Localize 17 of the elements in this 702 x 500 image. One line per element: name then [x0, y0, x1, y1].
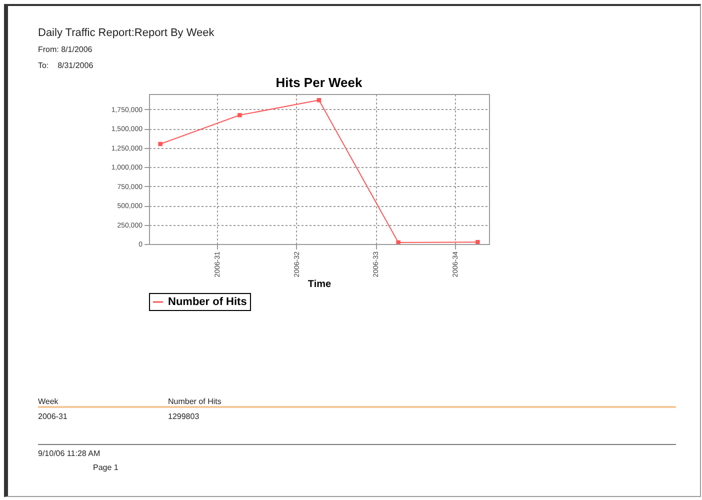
point — [316, 98, 322, 102]
chart-title: Hits Per Week — [276, 75, 364, 90]
legend-label: Number of Hits — [168, 296, 247, 308]
text: Daily Traffic Report:Report By Week — [38, 27, 214, 39]
point — [396, 240, 400, 244]
text: Number of Hits — [168, 397, 222, 406]
text: Week — [38, 397, 58, 406]
point — [476, 240, 480, 244]
point — [238, 113, 242, 118]
text: Page 1 — [93, 463, 118, 472]
text: From: 8/1/2006 — [38, 45, 92, 54]
text: 1299803 — [168, 412, 200, 421]
x-axis-title: Time — [308, 279, 332, 290]
text: 9/10/06 11:28 AM — [38, 449, 100, 458]
point — [158, 142, 162, 146]
text: 2006-31 — [38, 412, 68, 421]
text: To: 8/31/2006 — [38, 61, 94, 70]
